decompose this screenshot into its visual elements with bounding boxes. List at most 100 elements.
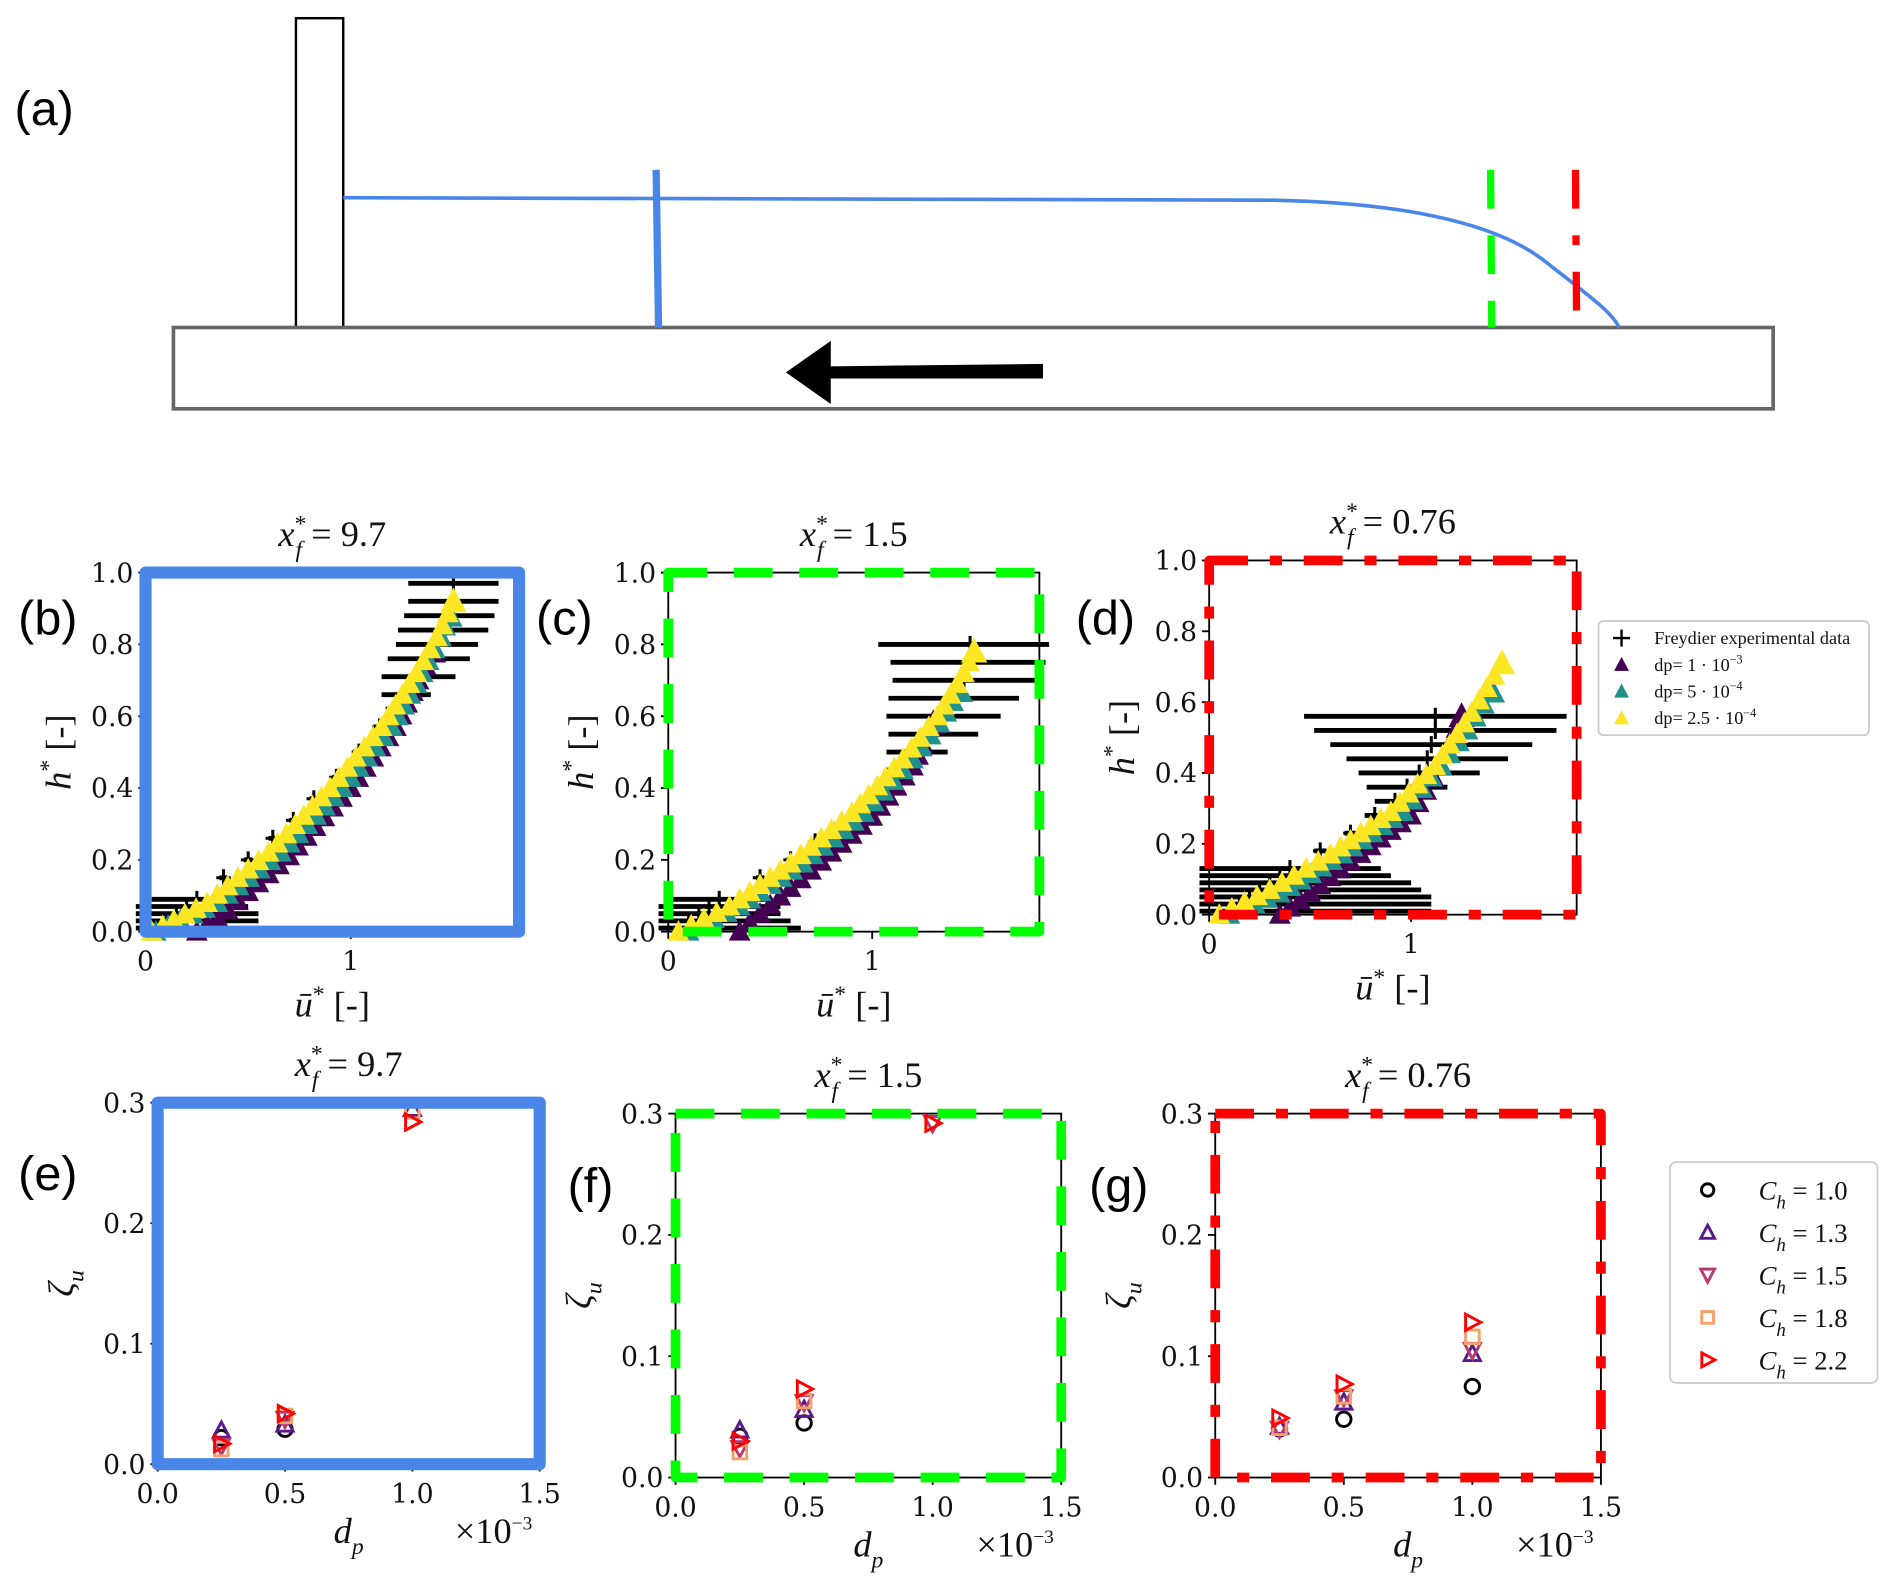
experiment-point [1304,707,1567,725]
label-rest: [-] [325,985,370,1025]
label-rest: = 2.2 [1786,1346,1848,1376]
label-subscript: f [1362,1078,1372,1104]
probe-line-c [1486,169,1496,328]
label-variable: d [334,1511,353,1551]
plot-area [729,1112,945,1461]
simulation-marker [426,625,448,647]
label-superscript: * [1361,1052,1373,1078]
y-tick-label: 0.2 [621,1221,663,1252]
panel-label: (f) [568,1159,614,1213]
y-tick-label: 0.3 [1161,1099,1203,1130]
simulation-marker [405,661,428,683]
x-axis-multiplier: ×10−3 [455,1511,533,1551]
label-rest: [-] [561,714,601,759]
label-rest: = 0.76 [1354,502,1456,542]
highlight-frame [670,1108,1067,1483]
panel-label: (b) [18,591,77,645]
simulation-marker [946,672,969,693]
simulation-marker [377,704,400,726]
label-variable: d [1393,1524,1412,1564]
label-superscript: * [1373,965,1385,991]
y-axis-label: h* [-] [36,714,79,789]
y-axis-label: h* [-] [1099,700,1142,775]
simulation-marker [891,747,914,769]
scatter-point [213,1433,233,1455]
panel-label-a: (a) [15,82,74,136]
scatter-series-0 [1270,1377,1482,1438]
label-superscript: * [311,1041,323,1067]
plot-area [210,1097,424,1458]
scatter-point [404,1111,424,1133]
highlight-frame [139,566,526,938]
label-variable: ζ [41,1280,81,1297]
panel-a-schematic: (a) [15,16,1775,411]
label-superscript: * [1346,499,1358,525]
plot-area [1269,1311,1484,1441]
scatter-series-3 [213,1102,421,1458]
x-tick-label: 0 [1201,929,1218,960]
scatter-point [1333,1390,1355,1411]
label-variable: x [1344,1055,1361,1095]
legend-label: dp= 2.5 · 10−4 [1654,706,1756,728]
simulation-marker [440,587,467,613]
label-variable: h [1102,757,1142,775]
legend-item: Ch = 1.0 [1700,1176,1848,1214]
scatter-point [1335,1410,1353,1428]
y-tick-label: 0.8 [1155,617,1197,648]
y-axis-label: ζu [41,1270,90,1297]
label-superscript: * [816,511,828,537]
legend-item: Ch = 2.2 [1700,1346,1848,1383]
x-tick-label: 1.0 [911,1492,953,1523]
simulation-marker [1424,754,1447,775]
scatter-series-3 [1271,1328,1481,1437]
chart-title: x* f = 0.76 [1344,1052,1471,1103]
label-variable: C [1759,1176,1778,1206]
y-tick-label: 0.0 [1161,1463,1203,1494]
triangle-icon [1614,656,1629,671]
label-variable: ū [816,985,834,1025]
scatter-series-4 [213,1111,424,1455]
axes-box [156,1101,541,1466]
y-tick-label: 0.1 [1161,1342,1203,1373]
legend-label: Ch = 1.8 [1759,1303,1848,1341]
x-tick-label: 0.5 [1323,1492,1365,1523]
y-axis-label: ζu [1098,1282,1147,1309]
x-tick-label: 1.0 [1451,1492,1493,1523]
axes-box [144,571,520,933]
legend-label: dp= 1 · 10−3 [1654,653,1742,675]
legend-label: Ch = 1.0 [1759,1176,1848,1214]
y-tick-label: 0.4 [614,774,656,805]
label-variable: h [38,772,78,790]
axes-box [667,571,1041,933]
label-variable: d [853,1524,872,1564]
multiplier-exponent: −3 [1573,1527,1594,1548]
axes-box [674,1112,1063,1479]
x-axis-label: ū* [-] [1355,965,1430,1008]
y-tick-label: 0.3 [103,1088,145,1119]
x-tick-label: 1.0 [391,1479,433,1510]
x-axis-label: dp [853,1524,883,1573]
label-superscript: * [559,760,585,772]
simulation-marker [1488,649,1516,675]
label-rest: [-] [846,985,891,1025]
label-variable: C [1759,1346,1778,1376]
label-superscript: * [36,760,62,772]
label-rest: = 1.3 [1786,1218,1848,1248]
y-tick-label: 0.2 [1155,830,1197,861]
x-tick-label: 0 [660,946,677,977]
label-subscript: f [312,1067,322,1093]
simulation-marker [353,735,376,757]
chart-title: x* f = 9.7 [277,511,386,562]
y-tick-label: 0.6 [91,702,133,733]
plot-area [1199,649,1567,924]
y-tick-label: 0.6 [614,702,656,733]
x-axis-multiplier: ×10−3 [1516,1524,1594,1564]
simulation-marker [336,756,359,777]
legend-label: Freydier experimental data [1654,628,1850,648]
highlight-frame [1210,1108,1606,1483]
scatter-point [1271,1407,1292,1429]
scatter-point [276,1403,297,1425]
label-superscript: * [1099,745,1125,757]
x-axis-label: dp [334,1511,364,1560]
